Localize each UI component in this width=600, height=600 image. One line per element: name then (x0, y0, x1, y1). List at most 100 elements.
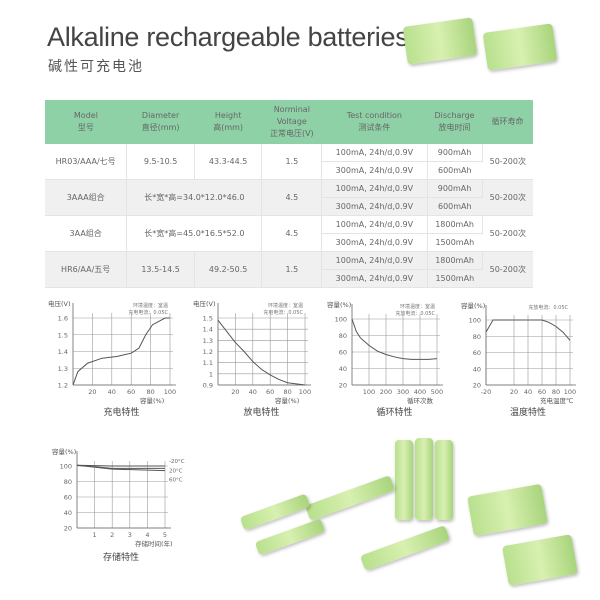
column-header: Test condition 测试条件 (321, 100, 427, 144)
header-line: Voltage (276, 117, 307, 126)
x-tick-label: 400 (414, 388, 426, 396)
voltage-cell: 4.5 (261, 179, 323, 216)
voltage-cell: 1.5 (261, 144, 323, 180)
spec-table: Model 型号 Diameter 直径(mm) Height 高(mm) Norminal… (45, 100, 533, 288)
y-tick-label: 1.4 (58, 348, 68, 356)
x-tick-label: 80 (552, 388, 560, 396)
x-tick-label: 100 (564, 388, 576, 396)
y-tick-label: 40 (64, 509, 72, 517)
y-axis-label: 容量(%) (327, 300, 351, 309)
height-cell: 43.3-44.5 (194, 144, 263, 180)
x-tick-label: -20 (481, 388, 492, 396)
table-row: HR6/AA/五号 13.5-14.5 49.2-50.5 1.5 100mA, 24h… (45, 251, 533, 288)
discharge-cell: 1800mAh (427, 251, 483, 270)
y-tick-label: 100 (335, 316, 347, 324)
test-condition-cell: 300mA, 24h/d,0.9V (321, 161, 428, 180)
discharge-cell: 900mAh (427, 144, 483, 162)
diameter-cell: 9.5-10.5 (126, 144, 195, 180)
x-tick-label: 60 (538, 388, 546, 396)
series-line (351, 318, 438, 360)
y-tick-label: 20 (339, 382, 347, 390)
x-axis-label: 容量(%) (140, 396, 164, 405)
model-cell: HR03/AAA/七号 (45, 144, 128, 180)
test-condition-cell: 100mA, 24h/d,0.9V (321, 215, 428, 234)
y-tick-label: 20 (473, 382, 481, 390)
discharge-cell: 900mAh (427, 179, 483, 198)
x-tick-label: 4 (145, 531, 149, 539)
x-tick-label: 100 (299, 388, 311, 396)
header-line: 放电时间 (438, 123, 471, 132)
header-line: Norminal (273, 105, 310, 114)
header-line: Test condition (346, 111, 403, 120)
x-tick-label: 60 (127, 388, 135, 396)
table-row: 300mA, 24h/d,0.9V 600mAh (45, 197, 533, 216)
y-axis-label: 容量(%) (461, 301, 485, 310)
model-cell: 3AA组合 (45, 215, 128, 252)
chart-note: 环境温度：室温 (133, 302, 168, 309)
y-tick-label: 100 (60, 463, 72, 471)
table-row: 300mA, 24h/d,0.9V 1500mAh (45, 269, 533, 288)
discharge-cell: 600mAh (427, 161, 483, 180)
header-line: 直径(mm) (141, 123, 180, 132)
x-axis-label: 充电温度℃ (540, 396, 573, 405)
test-condition-cell: 100mA, 24h/d,0.9V (321, 144, 428, 162)
header-line: 正常电压(V) (269, 129, 314, 138)
x-tick-label: 500 (431, 388, 443, 396)
x-axis-label: 循环次数 (407, 396, 434, 405)
header-line: Model (73, 111, 98, 120)
table-row: 3AAA组合 长*宽*高=34.0*12.0*46.0 4.5 100mA, 24h/… (45, 179, 533, 216)
cycle-life-cell: 50-200次 (482, 215, 533, 252)
header-line: 高(mm) (213, 123, 244, 132)
header-line: 型号 (77, 123, 94, 132)
x-axis-label: 容量(%) (275, 396, 299, 405)
test-condition-cell: 300mA, 24h/d,0.9V (321, 197, 428, 216)
column-header: Model 型号 (45, 100, 127, 144)
x-tick-label: 3 (128, 531, 132, 539)
y-tick-label: 80 (473, 333, 481, 341)
chart-note: 环境温度：室温 (268, 302, 303, 309)
x-tick-label: 1 (93, 531, 97, 539)
y-tick-label: 1.5 (203, 315, 213, 323)
y-tick-label: 80 (339, 332, 347, 340)
x-tick-label: 200 (380, 388, 392, 396)
x-tick-label: 80 (146, 388, 154, 396)
chart-title: 存储特性 (103, 551, 139, 563)
x-tick-label: 40 (249, 388, 257, 396)
series-line (72, 317, 170, 386)
chart-title: 温度特性 (510, 406, 546, 418)
x-tick-label: 20 (231, 388, 239, 396)
header-line: 循环寿命 (491, 117, 524, 126)
chart-note: 充放电流：0.05C (528, 304, 568, 311)
y-tick-label: 1 (209, 370, 213, 378)
discharge-cell: 1500mAh (427, 233, 483, 252)
y-tick-label: 1.4 (203, 326, 213, 334)
chart-note: 充电电流：0.05C (128, 309, 168, 316)
table-row: HR03/AAA/七号 9.5-10.5 43.3-44.5 1.5 100mA, 24… (45, 144, 533, 180)
chart-note: 充放电流：0.05C (395, 310, 435, 317)
discharge-cell: 600mAh (427, 197, 483, 216)
y-axis-label: 电压(V) (48, 299, 71, 308)
y-tick-label: 1.2 (203, 348, 213, 356)
series-line (485, 319, 571, 341)
y-tick-label: 60 (64, 494, 72, 502)
legend-label: 20°C (169, 468, 183, 474)
legend-label: -20°C (169, 459, 185, 465)
y-tick-label: 1.1 (203, 359, 213, 367)
size-cell: 长*宽*高=45.0*16.5*52.0 (126, 215, 263, 252)
x-tick-label: 100 (363, 388, 375, 396)
cycle-life-cell: 50-200次 (482, 144, 533, 180)
header-line: Discharge (434, 111, 475, 120)
series-line (217, 319, 306, 386)
y-tick-label: 1.3 (58, 365, 68, 373)
x-tick-label: 60 (266, 388, 274, 396)
diameter-cell: 13.5-14.5 (126, 251, 195, 288)
chart-title: 放电特性 (243, 406, 279, 418)
y-tick-label: 0.9 (203, 382, 213, 390)
x-tick-label: 300 (397, 388, 409, 396)
model-cell: 3AAA组合 (45, 179, 128, 216)
y-tick-label: 60 (473, 349, 481, 357)
table-row: 300mA, 24h/d,0.9V 600mAh (45, 161, 533, 180)
x-tick-label: 2 (110, 531, 114, 539)
x-tick-label: 40 (108, 388, 116, 396)
